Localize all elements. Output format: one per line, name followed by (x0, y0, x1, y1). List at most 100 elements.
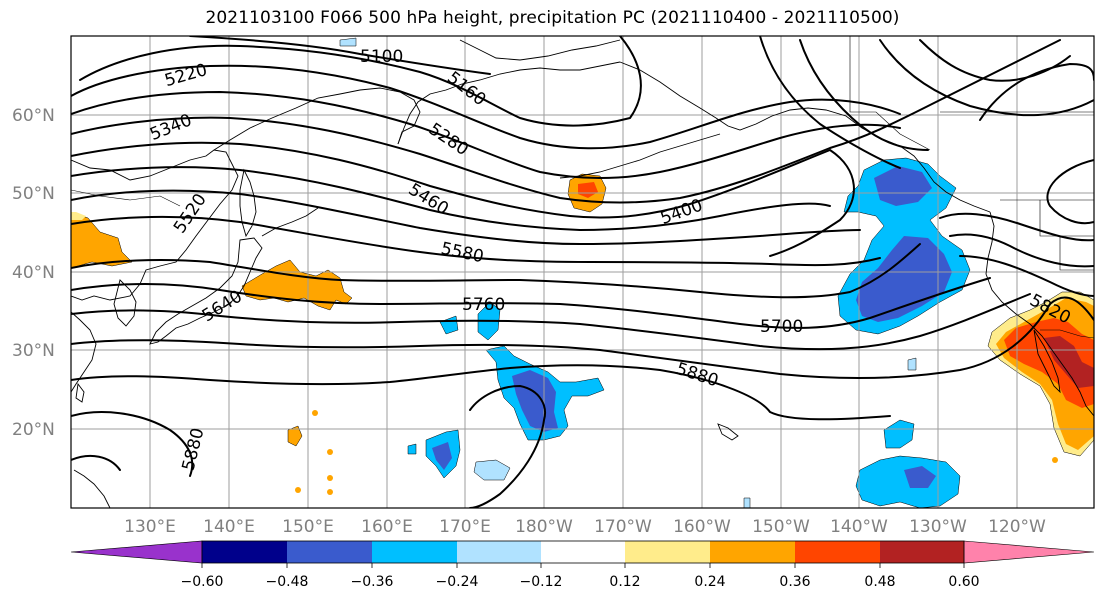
colorbar-segment (287, 541, 372, 563)
contour-5880-west (71, 411, 194, 477)
coastline-aleutians (559, 133, 721, 179)
contour-coast-na (959, 255, 1094, 297)
coastline-alaska (619, 61, 991, 213)
coastline-taiwan (75, 382, 85, 403)
contour-northeast (979, 63, 1094, 121)
border-interior (1039, 200, 1094, 237)
colorbar-segment (372, 541, 457, 563)
contour-northeast (759, 36, 901, 169)
contour-5700 (71, 277, 991, 329)
precip-negative-region (883, 419, 915, 449)
latitude-label: 20°N (12, 420, 55, 440)
colorbar-segment (457, 541, 541, 563)
coastline-north-america (985, 211, 1094, 417)
colorbar-segment (541, 541, 625, 563)
colorbar-tick-label: −0.12 (520, 574, 563, 590)
precip-negative-region (874, 166, 932, 206)
latitude-label: 60°N (12, 106, 55, 126)
contour-northeast (1046, 159, 1094, 225)
contour-5520 (71, 189, 861, 245)
precip-negative-region (904, 466, 936, 488)
border-us-mexico (1040, 329, 1094, 339)
precip-negative-region (339, 37, 357, 47)
contour-5340 (71, 39, 1061, 204)
precip-negative-region (907, 357, 917, 371)
map-frame (70, 35, 1095, 509)
coastline-okhotsk (213, 87, 421, 151)
precip-positive-dot (312, 410, 318, 416)
contour-label: 5100 (360, 47, 403, 67)
contour-5280 (71, 91, 901, 179)
precip-positive-dot (327, 449, 333, 455)
longitude-label: 160°W (673, 517, 731, 537)
contour-coast-na (939, 212, 1094, 242)
colorbar-tick-label: 0.60 (948, 574, 979, 590)
border-interior (1059, 236, 1094, 271)
coastline-hawaii (717, 423, 739, 441)
colorbar-tick-labels: −0.60 −0.48 −0.36 −0.24 −0.12 0.12 0.24 … (181, 574, 980, 590)
map-title: 2021103100 F066 500 hPa height, precipit… (205, 8, 900, 28)
border-canada-alaska (849, 36, 931, 151)
contour-label: 5700 (760, 317, 803, 337)
precip-positive-region (71, 212, 86, 220)
precip-negative-region (432, 442, 452, 470)
colorbar: −0.60 −0.48 −0.36 −0.24 −0.12 0.12 0.24 … (70, 540, 1095, 590)
contour-5880-west-inner (71, 454, 121, 471)
colorbar-segment (710, 541, 795, 563)
coastline-bering (459, 39, 621, 61)
coastline-kurils (261, 207, 319, 237)
longitude-label: 120°W (988, 517, 1046, 537)
colorbar-tick-label: −0.60 (181, 574, 224, 590)
contour-label: 5760 (462, 295, 505, 315)
colorbar-segment (625, 541, 710, 563)
precip-negative-region (407, 443, 417, 455)
precip-positive-dot (327, 475, 333, 481)
border-interior (71, 189, 181, 207)
contour-northeast (879, 39, 1094, 117)
colorbar-tick-label: −0.24 (436, 574, 479, 590)
precip-negative-region (856, 236, 952, 322)
longitude-label: 140°E (203, 517, 255, 537)
colorbar-segment (880, 541, 964, 563)
precip-positive-region (1004, 318, 1094, 408)
colorbar-tick-label: 0.36 (779, 574, 810, 590)
precip-positive-region (578, 182, 598, 198)
contour-5580 (71, 215, 881, 267)
contour-5820 (71, 296, 1094, 380)
colorbar-ticks (201, 563, 965, 568)
longitude-labels: 130°E 140°E 150°E 160°E 170°E 180°W 170°… (124, 517, 1046, 537)
colorbar-tick-label: 0.12 (609, 574, 640, 590)
colorbar-segment (795, 541, 880, 563)
contour-5640 (71, 243, 921, 299)
latitude-label: 50°N (12, 184, 55, 204)
longitude-label: 170°W (594, 517, 652, 537)
precip-positive-dot (327, 489, 333, 495)
precip-positive-dot (1052, 457, 1058, 463)
longitude-label: 180°W (515, 517, 573, 537)
political-borders (71, 36, 1094, 339)
longitude-label: 140°W (830, 517, 888, 537)
precip-positive-dot (295, 487, 301, 493)
coastline-kamchatka (397, 61, 621, 145)
contour-5880 (71, 364, 891, 421)
contour-northeast (799, 39, 929, 151)
coastline-china (71, 311, 97, 393)
colorbar-extend-high (963, 540, 1095, 564)
contour-5220 (71, 64, 901, 150)
longitude-label: 130°E (124, 517, 176, 537)
coastline-philippines (73, 469, 111, 508)
colorbar-outline (201, 540, 965, 564)
contour-5760 (71, 293, 1031, 351)
contour-5880-inner (469, 385, 546, 508)
height-contours (71, 36, 1094, 508)
colorbar-tick-label: 0.24 (694, 574, 725, 590)
longitude-label: 150°W (752, 517, 810, 537)
coastline-baja (1033, 329, 1061, 394)
precip-negative-region (473, 459, 511, 481)
latitude-label: 40°N (12, 263, 55, 283)
longitude-label: 150°E (282, 517, 334, 537)
coastline-sakhalin (239, 168, 257, 238)
contour-5160 (79, 36, 642, 127)
precip-negative-region (512, 370, 558, 432)
